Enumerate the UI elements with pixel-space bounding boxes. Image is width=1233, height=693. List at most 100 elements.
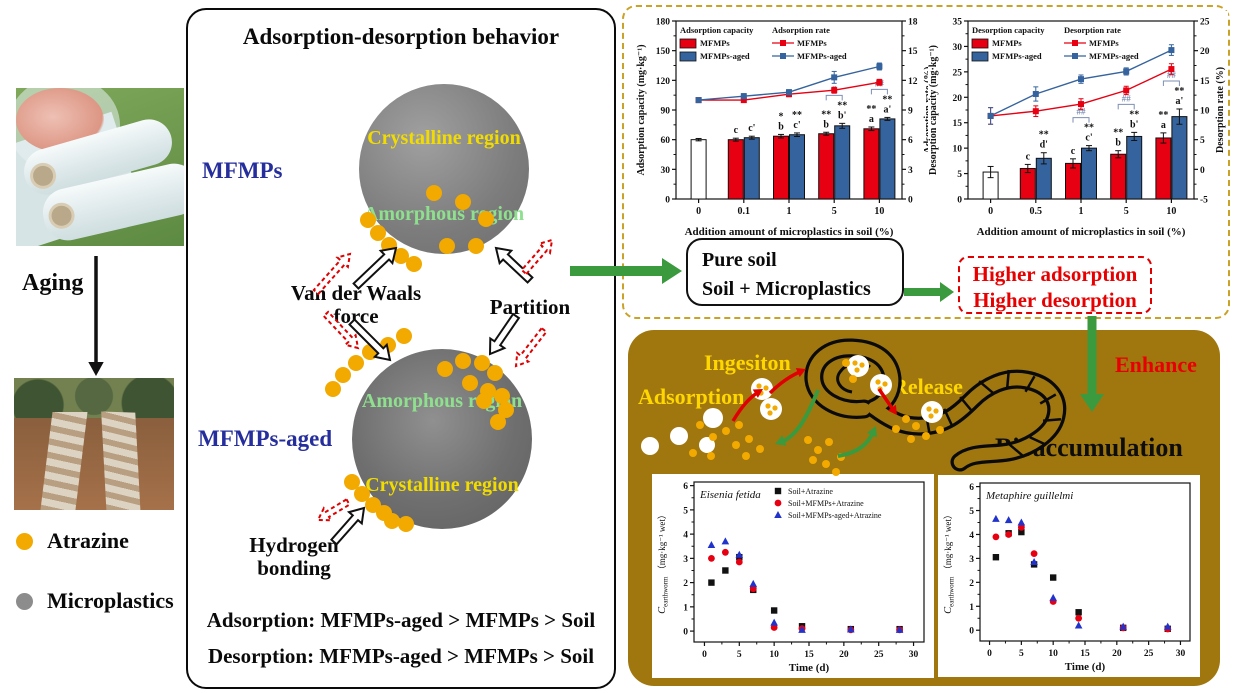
soil-treatments-box: Pure soil Soil + Microplastics <box>686 238 904 306</box>
svg-text:Adsorption rate: Adsorption rate <box>772 25 830 35</box>
svg-text:Addition amount of microplasti: Addition amount of microplastics in soil… <box>977 226 1186 238</box>
svg-text:d': d' <box>1040 140 1049 151</box>
svg-text:MFMPs: MFMPs <box>797 38 827 48</box>
svg-text:15: 15 <box>908 47 918 57</box>
svg-text:**: ** <box>1129 109 1139 120</box>
svg-text:1: 1 <box>683 603 688 613</box>
svg-text:0.1: 0.1 <box>738 206 751 217</box>
svg-text:5: 5 <box>683 506 688 516</box>
svg-text:c': c' <box>748 123 755 134</box>
svg-text:**: ** <box>821 109 831 120</box>
bar <box>743 137 760 200</box>
svg-text:0: 0 <box>969 627 974 637</box>
mulched-field-photo <box>14 378 174 510</box>
svg-text:5: 5 <box>832 206 837 217</box>
crystalline-region-label: Crystalline region <box>365 474 519 496</box>
bar <box>789 134 805 200</box>
svg-text:MFMPs-aged: MFMPs-aged <box>797 51 847 61</box>
svg-text:5: 5 <box>1200 136 1205 146</box>
bar <box>727 139 744 200</box>
svg-text:**: ** <box>866 104 876 115</box>
svg-text:10: 10 <box>769 650 779 660</box>
svg-text:MFMPs: MFMPs <box>992 38 1022 48</box>
svg-text:Cearthworm （mg·kg⁻¹ wet）: Cearthworm （mg·kg⁻¹ wet） <box>657 510 670 614</box>
svg-text:10: 10 <box>1166 206 1176 217</box>
microplastics-label: Microplastics <box>47 588 174 613</box>
bar <box>1110 153 1127 200</box>
amorphous-region-label: Amorphous region <box>363 203 525 225</box>
svg-text:5: 5 <box>1124 206 1129 217</box>
behavior-panel: Adsorption-desorption behavior Crystalli… <box>186 8 616 689</box>
bar <box>1126 135 1143 200</box>
svg-text:4: 4 <box>683 531 688 541</box>
higher-sorption-box: Higher adsorption Higher desorption <box>958 256 1152 314</box>
svg-text:150: 150 <box>656 47 671 57</box>
mfmps-label: MFMPs <box>202 158 283 183</box>
svg-text:c': c' <box>1085 133 1092 144</box>
svg-text:0: 0 <box>988 206 993 217</box>
svg-text:10: 10 <box>874 206 884 217</box>
svg-text:0: 0 <box>683 628 688 638</box>
svg-text:10: 10 <box>1200 107 1210 117</box>
svg-text:30: 30 <box>661 166 671 176</box>
svg-text:Soil+MFMPs+Atrazine: Soil+MFMPs+Atrazine <box>788 499 864 508</box>
svg-text:b': b' <box>838 110 847 121</box>
mulch-film-strip <box>100 411 141 510</box>
svg-text:25: 25 <box>953 68 963 78</box>
adsorption-process-label: Adsorption <box>638 384 745 409</box>
bar <box>1155 137 1172 200</box>
higher-adsorption-label: Higher adsorption <box>972 262 1138 286</box>
svg-text:30: 30 <box>953 43 963 53</box>
eisenia-fetida-chart: 0 1 2 3 4 5 6 0 5 10 15 20 25 30 Time (d) Cearthworm （m… <box>652 474 934 678</box>
bar <box>863 128 880 200</box>
partition-label: Partition <box>489 295 571 319</box>
bioaccumulation-label: Bioaccumulation <box>995 433 1183 462</box>
svg-text:**: ** <box>1039 130 1049 141</box>
svg-text:Adsorption capacity (mg·kg⁻¹): Adsorption capacity (mg·kg⁻¹) <box>636 44 647 175</box>
svg-text:a': a' <box>884 104 892 115</box>
sorption-results-panel: 0 30 60 90 120 150 180 0 3 6 9 12 15 18 Adsorption cap… <box>622 5 1230 319</box>
adsorption-order-text: Adsorption: MFMPs-aged > MFMPs > Soil <box>206 608 596 632</box>
svg-text:15: 15 <box>1080 649 1090 659</box>
svg-text:2: 2 <box>683 579 688 589</box>
svg-text:##: ## <box>1167 70 1177 80</box>
bar <box>690 139 707 200</box>
svg-text:5: 5 <box>1019 649 1024 659</box>
svg-text:18: 18 <box>908 18 918 28</box>
legend-atrazine: Atrazine <box>16 528 129 554</box>
svg-text:5: 5 <box>969 507 974 517</box>
svg-text:c': c' <box>793 120 800 131</box>
mfmps-aged-label: MFMPs-aged <box>198 426 333 451</box>
svg-text:**: ** <box>1084 123 1094 134</box>
svg-text:25: 25 <box>874 650 884 660</box>
bar <box>818 133 835 200</box>
svg-text:0: 0 <box>957 196 962 206</box>
svg-text:4: 4 <box>969 531 974 541</box>
svg-text:MFMPs-aged: MFMPs-aged <box>700 51 750 61</box>
svg-text:**: ** <box>792 110 802 121</box>
svg-text:25: 25 <box>1200 18 1210 28</box>
roll-core <box>45 200 78 232</box>
svg-text:Desorption rate (%): Desorption rate (%) <box>1215 67 1226 153</box>
microplastics-dot-icon <box>16 592 33 610</box>
svg-text:**: ** <box>1113 128 1123 139</box>
svg-text:MFMPs-aged: MFMPs-aged <box>992 51 1042 61</box>
bar <box>1035 157 1052 200</box>
svg-text:120: 120 <box>656 77 671 87</box>
svg-text:a: a <box>1161 120 1166 131</box>
svg-text:Adsorption capacity: Adsorption capacity <box>680 25 754 35</box>
svg-text:1: 1 <box>969 603 974 613</box>
svg-text:0: 0 <box>702 650 707 660</box>
svg-text:20: 20 <box>1200 47 1210 57</box>
svg-text:30: 30 <box>909 650 919 660</box>
svg-text:1: 1 <box>1079 206 1084 217</box>
svg-text:15: 15 <box>1200 77 1210 87</box>
svg-text:10: 10 <box>1048 649 1058 659</box>
svg-text:Soil+Atrazine: Soil+Atrazine <box>788 487 833 496</box>
bar <box>879 118 896 200</box>
svg-text:12: 12 <box>908 77 918 87</box>
soil-microplastics-label: Soil + Microplastics <box>702 278 871 300</box>
desorption-order-text: Desorption: MFMPs-aged > MFMPs > Soil <box>207 644 595 668</box>
pure-soil-label: Pure soil <box>702 249 777 271</box>
